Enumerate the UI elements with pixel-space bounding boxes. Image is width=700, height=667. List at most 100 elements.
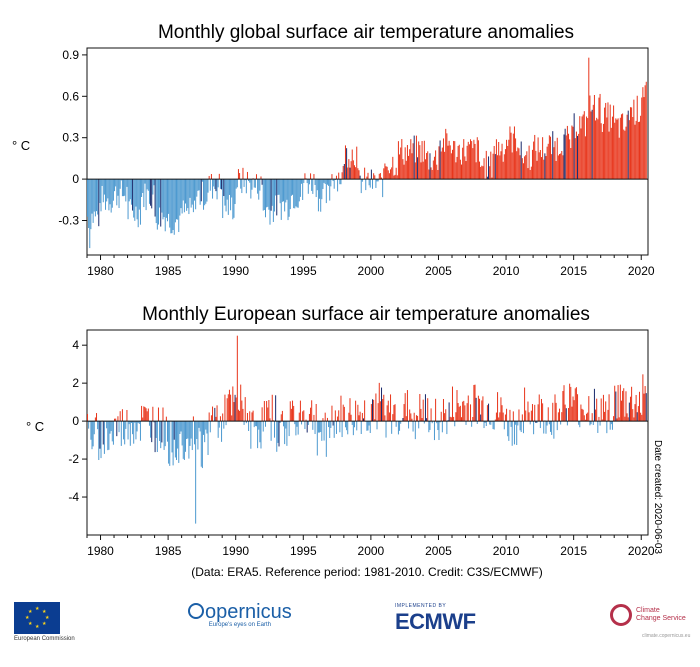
ec-text: European Commission <box>14 636 75 642</box>
bar <box>622 390 624 422</box>
bar <box>259 421 261 443</box>
x-tick-label: 1980 <box>87 264 114 278</box>
bar <box>533 421 535 435</box>
bar <box>219 416 221 422</box>
bar <box>411 418 413 422</box>
bar <box>559 154 561 180</box>
bar <box>538 152 540 180</box>
bar <box>404 393 406 422</box>
bar <box>234 394 236 422</box>
bar <box>578 421 580 425</box>
bar <box>258 179 260 200</box>
bar <box>159 421 161 441</box>
bar <box>555 402 557 422</box>
bar <box>206 421 208 434</box>
european-commission-logo: ★ ★ ★ ★ ★ ★ ★ ★ European Commission <box>14 602 84 643</box>
bar <box>263 179 265 210</box>
bar <box>156 179 158 230</box>
bar <box>93 421 95 435</box>
bar <box>352 160 354 180</box>
bar <box>489 166 491 180</box>
x-axis-ticks: 1980 1985 1990 1995 2000 2005 2010 2015 2020 <box>86 255 655 278</box>
bar <box>444 413 446 422</box>
bar <box>533 141 535 180</box>
bar <box>246 171 248 180</box>
bar <box>157 179 159 225</box>
bar <box>343 164 345 180</box>
bar <box>143 406 145 422</box>
bar <box>320 421 322 432</box>
bar <box>226 398 228 422</box>
bar <box>222 413 224 422</box>
europe-anomaly-chart: Monthly European surface air temperature… <box>26 304 655 558</box>
bar <box>412 421 414 432</box>
bar <box>322 418 324 422</box>
bar <box>107 179 109 199</box>
bar <box>462 147 464 180</box>
bar <box>606 117 608 180</box>
bar <box>599 93 601 180</box>
bar <box>418 421 420 429</box>
bar <box>458 406 460 422</box>
bar <box>497 392 499 422</box>
bar <box>308 413 310 422</box>
bar <box>548 135 550 180</box>
bar <box>482 396 484 422</box>
bar <box>490 421 492 425</box>
bar <box>186 179 188 211</box>
bar <box>303 179 305 183</box>
chart-title: Monthly European surface air temperature… <box>142 304 590 325</box>
bar <box>577 394 579 422</box>
bar <box>235 397 237 422</box>
bar <box>346 421 348 431</box>
bar <box>633 99 635 180</box>
bar <box>597 119 599 180</box>
bar <box>337 179 339 192</box>
bar <box>617 118 619 180</box>
bar <box>510 421 512 427</box>
bar <box>502 161 504 180</box>
bar <box>241 179 243 194</box>
bar <box>455 162 457 180</box>
bar <box>372 399 374 422</box>
bar <box>99 421 101 449</box>
bar <box>465 421 467 425</box>
bar <box>341 172 343 180</box>
bar <box>636 95 638 180</box>
bar <box>329 179 331 201</box>
bar <box>109 179 111 205</box>
bar <box>199 179 201 205</box>
bar <box>360 421 362 434</box>
bar <box>551 154 553 180</box>
bar <box>136 179 138 220</box>
bar <box>249 411 251 422</box>
bar <box>341 421 343 438</box>
bar <box>102 179 104 203</box>
bar <box>637 122 639 180</box>
bar <box>607 102 609 180</box>
bar <box>269 418 271 422</box>
bar <box>362 418 364 422</box>
bar <box>493 146 495 180</box>
bar <box>588 57 590 180</box>
bar <box>249 179 251 183</box>
bar <box>483 158 485 180</box>
bar <box>600 398 602 422</box>
bar <box>415 415 417 422</box>
bar <box>575 131 577 180</box>
bar <box>323 421 325 441</box>
bar <box>485 150 487 180</box>
bar <box>110 421 112 432</box>
bar <box>543 159 545 180</box>
bar <box>250 179 252 199</box>
bar <box>475 162 477 180</box>
bar <box>525 410 527 422</box>
bar <box>142 179 144 193</box>
bar <box>635 394 637 422</box>
bar <box>442 398 444 422</box>
bar <box>311 400 313 422</box>
bar <box>120 421 122 446</box>
bar <box>240 179 242 189</box>
bar <box>423 140 425 180</box>
bar <box>394 404 396 422</box>
